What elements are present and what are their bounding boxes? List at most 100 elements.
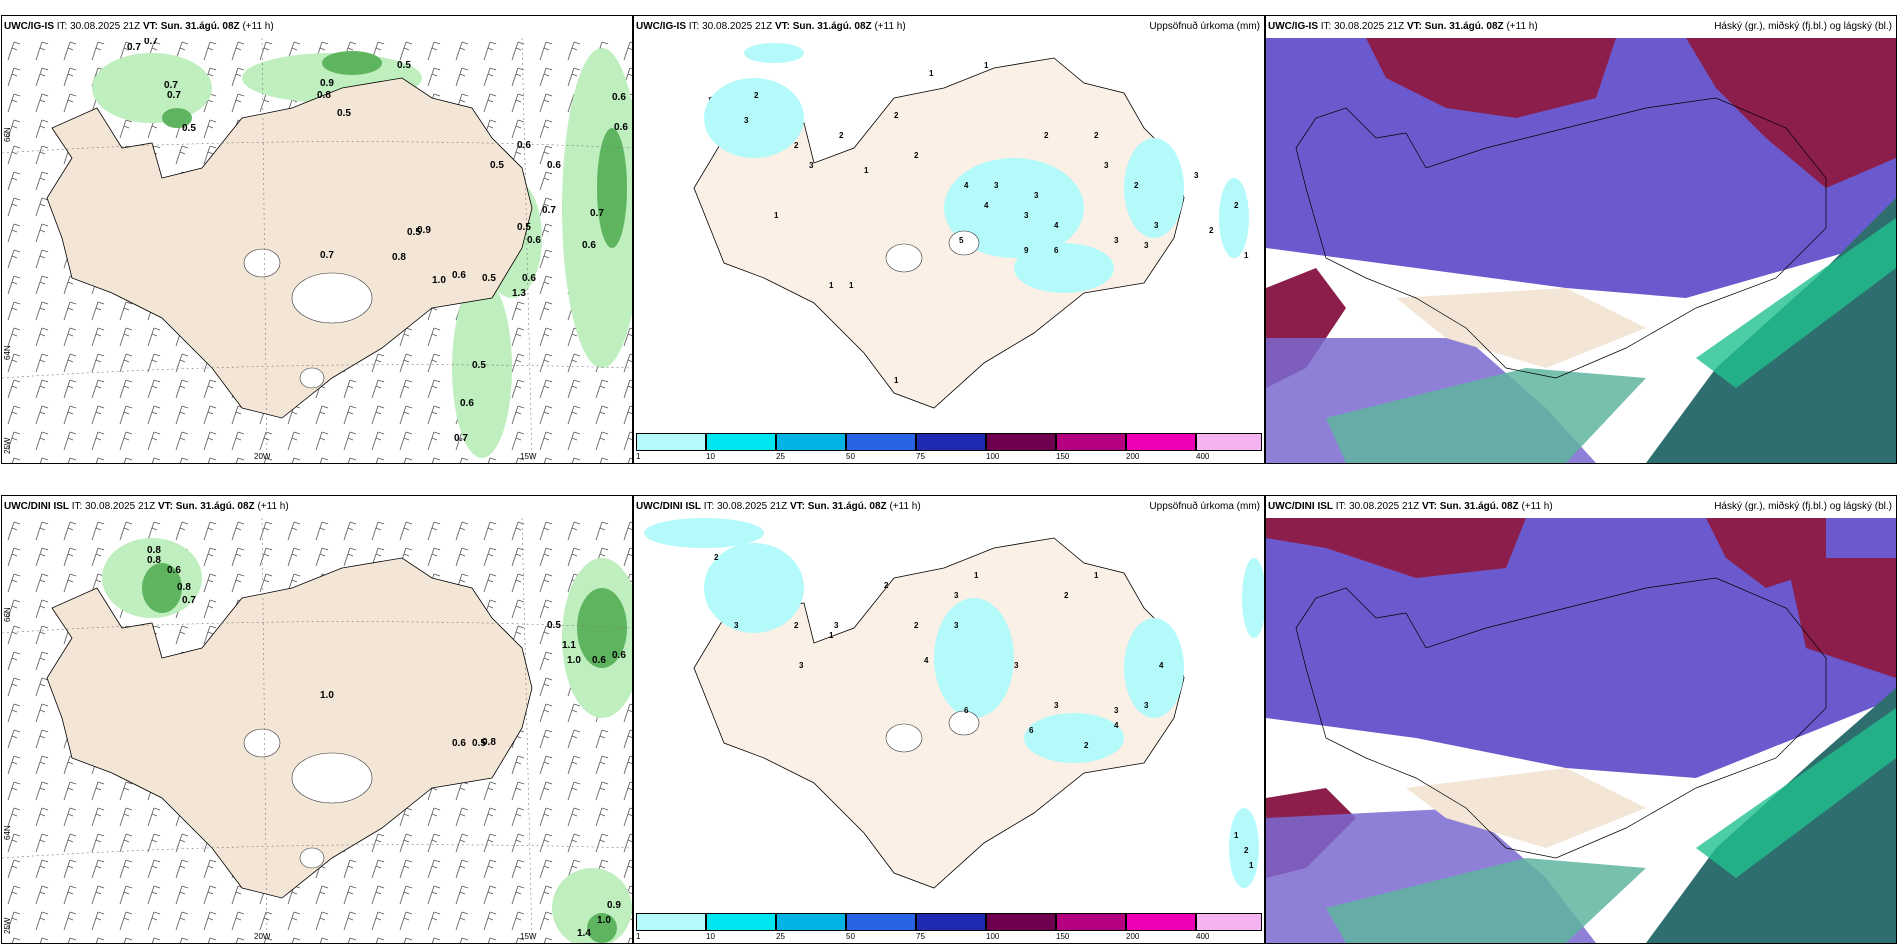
- svg-text:0.5: 0.5: [517, 222, 531, 233]
- colorbar-segment: [846, 433, 916, 451]
- svg-text:0.7: 0.7: [454, 433, 468, 444]
- svg-text:0.7: 0.7: [182, 595, 196, 606]
- wind-precip-map: 0.8 0.8 0.6 0.8 0.7 1.0 0.6 1.1 1.0 0.6 …: [2, 518, 632, 943]
- svg-text:2: 2: [1094, 131, 1099, 140]
- svg-text:1: 1: [1249, 861, 1254, 870]
- svg-text:2: 2: [1064, 591, 1069, 600]
- svg-text:1.0: 1.0: [597, 915, 611, 926]
- svg-text:64N: 64N: [3, 825, 12, 840]
- svg-text:25W: 25W: [3, 437, 12, 454]
- svg-text:2: 2: [754, 91, 759, 100]
- colorbar-tick: 75: [916, 932, 925, 941]
- svg-text:0.5: 0.5: [337, 108, 351, 119]
- colorbar-segment: [986, 433, 1056, 451]
- svg-text:2: 2: [1244, 846, 1249, 855]
- svg-text:0.6: 0.6: [592, 655, 606, 666]
- colorbar-segment: [706, 913, 776, 931]
- panel-header: UWC/DINI ISL IT: 30.08.2025 21Z VT: Sun.…: [634, 496, 1264, 518]
- svg-text:0.8: 0.8: [392, 252, 406, 263]
- svg-text:0.7: 0.7: [590, 208, 604, 219]
- svg-text:2: 2: [914, 621, 919, 630]
- colorbar-segment: [636, 913, 706, 931]
- svg-text:2: 2: [1234, 201, 1239, 210]
- svg-text:0.6: 0.6: [582, 240, 596, 251]
- colorbar-segment: [776, 913, 846, 931]
- colorbar-segment: [1056, 433, 1126, 451]
- svg-text:1.4: 1.4: [577, 928, 591, 939]
- svg-text:0.7: 0.7: [127, 42, 141, 53]
- svg-text:4: 4: [964, 181, 969, 190]
- svg-text:6: 6: [1054, 246, 1059, 255]
- panel-header: UWC/DINI ISL IT: 30.08.2025 21Z VT: Sun.…: [2, 496, 632, 518]
- svg-text:1.1: 1.1: [562, 640, 576, 651]
- svg-text:2: 2: [1044, 131, 1049, 140]
- svg-text:1: 1: [1244, 251, 1249, 260]
- colorbar-tick: 400: [1196, 932, 1210, 941]
- panel-bottom-left: UWC/DINI ISL IT: 30.08.2025 21Z VT: Sun.…: [1, 495, 633, 944]
- colorbar-tick: 25: [776, 932, 785, 941]
- svg-text:3: 3: [1104, 161, 1109, 170]
- svg-text:5: 5: [959, 236, 964, 245]
- colorbar-tick: 150: [1056, 452, 1070, 461]
- svg-text:1: 1: [984, 61, 989, 70]
- svg-text:3: 3: [1194, 171, 1199, 180]
- iceland-landmass: [46, 77, 533, 419]
- colorbar-tick: 10: [706, 932, 715, 941]
- panel-top-left: UWC/IG-IS IT: 30.08.2025 21Z VT: Sun. 31…: [1, 15, 633, 464]
- svg-text:0.6: 0.6: [452, 270, 466, 281]
- svg-text:3: 3: [734, 621, 739, 630]
- svg-text:15W: 15W: [520, 932, 537, 941]
- svg-text:9: 9: [1024, 246, 1029, 255]
- precip-colorbar: 1 10 25 50 75 100 150 200 400: [636, 913, 1262, 941]
- svg-text:1.0: 1.0: [320, 690, 334, 701]
- colorbar-segment: [1196, 913, 1262, 931]
- svg-text:3: 3: [834, 621, 839, 630]
- svg-text:1: 1: [774, 211, 779, 220]
- colorbar-tick: 100: [986, 452, 1000, 461]
- svg-text:0.7: 0.7: [144, 38, 158, 47]
- svg-text:0.6: 0.6: [452, 738, 466, 749]
- svg-text:3: 3: [1114, 236, 1119, 245]
- colorbar-segment: [636, 433, 706, 451]
- svg-text:2: 2: [1084, 741, 1089, 750]
- colorbar-segment: [986, 913, 1056, 931]
- colorbar-tick: 75: [916, 452, 925, 461]
- panel-header: UWC/DINI ISL IT: 30.08.2025 21Z VT: Sun.…: [1266, 496, 1896, 518]
- colorbar-segment: [846, 913, 916, 931]
- svg-text:0.7: 0.7: [542, 205, 556, 216]
- svg-text:3: 3: [809, 161, 814, 170]
- svg-text:3: 3: [994, 181, 999, 190]
- cloud-map: [1266, 38, 1896, 463]
- svg-text:0.8: 0.8: [147, 545, 161, 556]
- svg-text:0.6: 0.6: [614, 122, 628, 133]
- colorbar-tick: 1: [636, 932, 641, 941]
- svg-text:0.5: 0.5: [472, 738, 486, 749]
- svg-text:1.3: 1.3: [512, 288, 526, 299]
- svg-text:4: 4: [1114, 721, 1119, 730]
- svg-text:3: 3: [1014, 661, 1019, 670]
- svg-text:66N: 66N: [3, 607, 12, 622]
- svg-text:2: 2: [894, 111, 899, 120]
- iceland-coastline: [1295, 577, 1827, 859]
- colorbar-segment: [1126, 433, 1196, 451]
- panel-header: UWC/IG-IS IT: 30.08.2025 21Z VT: Sun. 31…: [2, 16, 632, 38]
- svg-text:3: 3: [1144, 701, 1149, 710]
- svg-text:0.9: 0.9: [320, 78, 334, 89]
- precip-colorbar: 1 10 25 50 75 100 150 200 400: [636, 433, 1262, 461]
- svg-text:20W: 20W: [254, 932, 271, 941]
- svg-text:0.6: 0.6: [527, 235, 541, 246]
- svg-text:0.7: 0.7: [320, 250, 334, 261]
- colorbar-tick: 25: [776, 452, 785, 461]
- svg-text:0.8: 0.8: [317, 90, 331, 101]
- svg-text:4: 4: [1054, 221, 1059, 230]
- colorbar-tick: 50: [846, 452, 855, 461]
- colorbar-tick: 150: [1056, 932, 1070, 941]
- colorbar-tick: 1: [636, 452, 641, 461]
- svg-text:0.7: 0.7: [167, 90, 181, 101]
- colorbar-segment: [1196, 433, 1262, 451]
- colorbar-segment: [776, 433, 846, 451]
- svg-text:0.9: 0.9: [417, 225, 431, 236]
- colorbar-segment: [706, 433, 776, 451]
- precip-map: 2 3 2 3 3 1 2 3 1 2 3 4 3 2 1 6 6 3 3 4 …: [634, 518, 1264, 910]
- svg-text:1: 1: [1234, 831, 1239, 840]
